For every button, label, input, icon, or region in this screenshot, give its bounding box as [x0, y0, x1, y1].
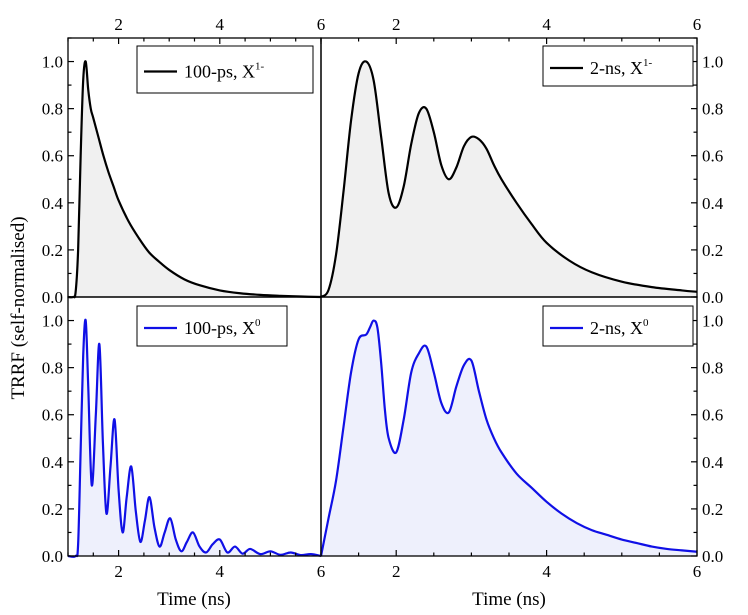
series-line [319, 319, 698, 557]
x-tick-label: 4 [542, 15, 551, 34]
y-tick-label: 0.8 [42, 359, 63, 378]
y-tick-label: 0.8 [702, 359, 723, 378]
y-tick-label: 0.2 [702, 241, 723, 260]
legend: 2-ns, X1- [542, 45, 694, 87]
y-tick-label: 0.2 [702, 500, 723, 519]
series-line [67, 318, 322, 558]
y-tick-label: 0.6 [702, 147, 723, 166]
legend-box [542, 45, 694, 87]
tick-marks: 2 4 60.00.20.40.60.81.0 [320, 296, 724, 581]
x-axis-label-right: Time (ns) [472, 589, 546, 610]
y-tick-label: 0.0 [702, 547, 723, 566]
area-fill [321, 320, 697, 556]
y-tick-label: 0.0 [42, 288, 63, 307]
legend: 100-ps, X1- [136, 45, 314, 94]
legend-box [136, 305, 288, 347]
panel-top-right: 2 4 6 0.0 0.2 0.4 0.6 0.8 1.0 2-ns, X1- [320, 15, 724, 307]
y-tick-label: 1.0 [702, 312, 723, 331]
x-tick-label: 2 [114, 15, 123, 34]
y-tick-label: 0.2 [42, 500, 63, 519]
series-line [320, 60, 698, 298]
y-tick-label: 1.0 [42, 53, 63, 72]
y-tick-label: 0.6 [42, 406, 63, 425]
legend-label: 2-ns, X1- [590, 57, 653, 78]
x-tick-label: 6 [317, 562, 326, 581]
y-axis-label: TRRF (self-normalised) [8, 216, 29, 399]
legend-label: 100-ps, X0 [184, 317, 261, 338]
area-fill [68, 61, 321, 298]
panel-top-left: 2 4 6 0.0 0.2 0.4 0.6 0.8 1.0 100-ps, X1- [42, 15, 326, 307]
series-line [67, 60, 322, 299]
x-tick-label: 4 [216, 562, 225, 581]
x-tick-label: 2 [114, 562, 123, 581]
y-tick-label: 0.6 [42, 147, 63, 166]
panel-bottom-right: 2 4 60.00.20.40.60.81.0 2-ns, X0 [319, 296, 724, 581]
panel-bottom-left: 2 4 6 0.0 0.2 0.4 0.6 0.8 1.0 100-ps, X0 [42, 296, 326, 581]
axes-frame [320, 296, 698, 557]
tick-marks: 2 4 6 0.0 0.2 0.4 0.6 0.8 1.0 [42, 15, 326, 307]
legend-label: 2-ns, X0 [590, 317, 649, 338]
tick-marks: 2 4 6 0.0 0.2 0.4 0.6 0.8 1.0 [320, 15, 724, 307]
y-tick-label: 0.0 [702, 288, 723, 307]
legend-label: 100-ps, X1- [184, 61, 265, 82]
legend: 100-ps, X0 [136, 305, 288, 347]
x-tick-label: 6 [693, 562, 702, 581]
legend-box [136, 45, 314, 94]
area-fill [68, 319, 321, 557]
tick-marks: 2 4 6 0.0 0.2 0.4 0.6 0.8 1.0 [42, 296, 326, 581]
y-tick-label: 1.0 [702, 53, 723, 72]
legend: 2-ns, X0 [542, 305, 694, 347]
y-tick-label: 0.0 [42, 547, 63, 566]
y-tick-label: 0.4 [702, 194, 724, 213]
y-tick-label: 0.4 [42, 194, 64, 213]
x-tick-label: 2 [392, 15, 401, 34]
area-fill [321, 61, 697, 297]
y-tick-label: 0.2 [42, 241, 63, 260]
y-tick-label: 0.6 [702, 406, 723, 425]
x-tick-label: 6 [693, 15, 702, 34]
y-tick-label: 0.8 [42, 100, 63, 119]
x-tick-label: 4 [542, 562, 551, 581]
y-tick-label: 0.4 [42, 453, 64, 472]
x-tick-label: 6 [317, 15, 326, 34]
x-tick-label: 2 [392, 562, 401, 581]
legend-box [542, 305, 694, 347]
x-axis-label-left: Time (ns) [157, 589, 231, 610]
y-tick-label: 1.0 [42, 312, 63, 331]
x-tick-label: 4 [216, 15, 225, 34]
y-tick-label: 0.4 [702, 453, 724, 472]
y-tick-label: 0.8 [702, 100, 723, 119]
